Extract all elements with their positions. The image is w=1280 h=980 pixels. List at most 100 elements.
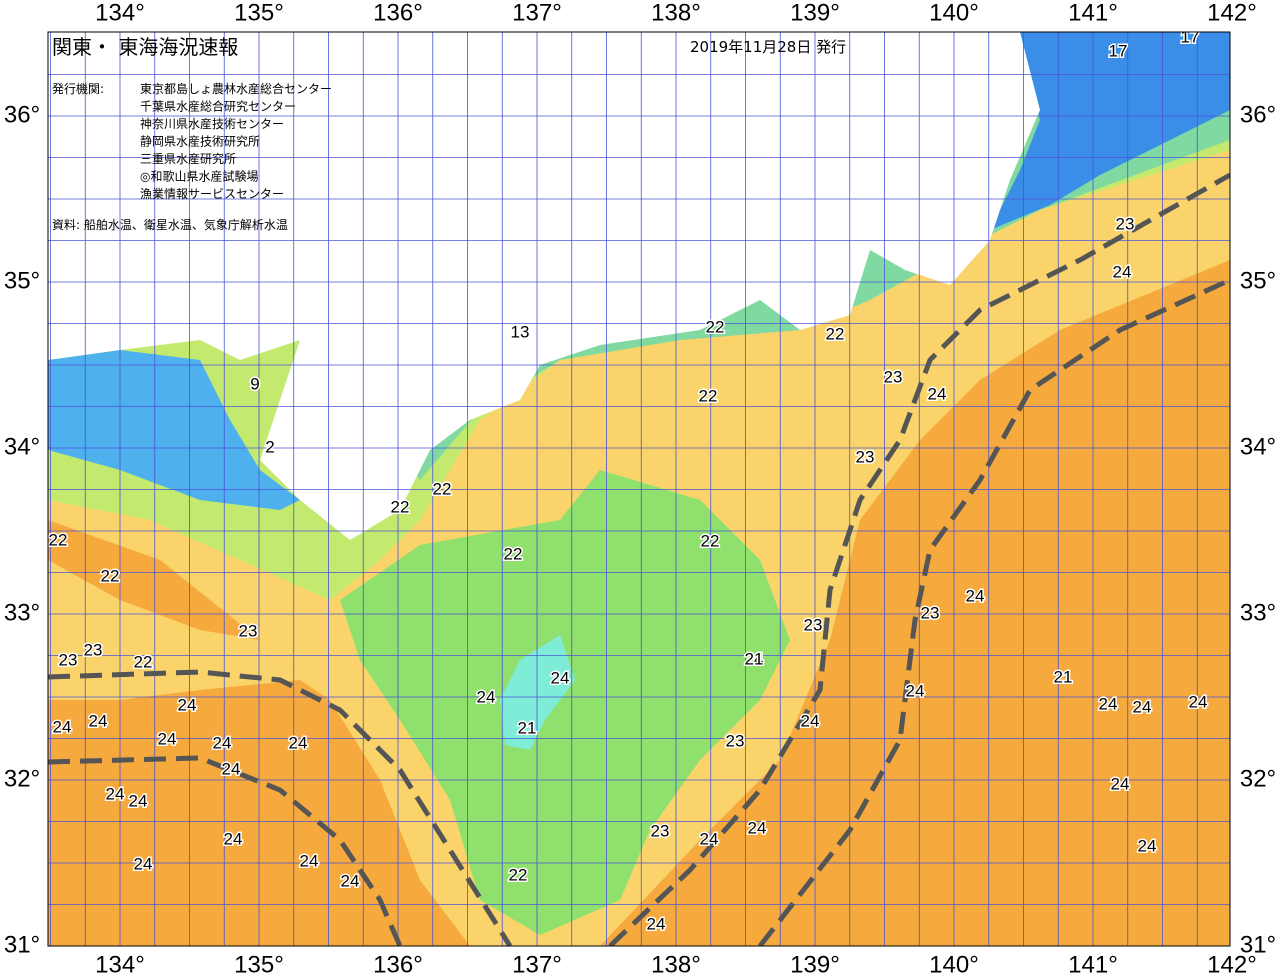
longitude-label: 138° (651, 951, 701, 978)
contour-label: 24 (341, 871, 360, 890)
grid (48, 32, 1230, 946)
axes: 134° 134° 135° 135° 136° 136° 137° 137° 138° 138°… (4, 0, 1276, 978)
contour-label: 24 (106, 784, 125, 803)
latitude-label: 32° (4, 765, 40, 792)
contour-label: 24 (53, 717, 72, 736)
longitude-label: 135° (234, 0, 284, 26)
contour-label: 17 (1109, 41, 1128, 60)
contour-label: 9 (250, 374, 259, 393)
contour-label: 21 (1054, 667, 1073, 686)
contour-label: 23 (651, 821, 670, 840)
longitude-label: 140° (929, 0, 979, 26)
land (48, 32, 1040, 540)
contour-label: 24 (477, 687, 496, 706)
longitude-label: 137° (512, 0, 562, 26)
cold-water (990, 32, 1230, 230)
contour-label: 24 (129, 791, 148, 810)
agency-list: 東京都島しょ農林水産総合センター千葉県水産総合研究センター神奈川県水産技術センタ… (140, 81, 332, 201)
contour-label: 24 (89, 711, 108, 730)
contour-label: 17 (1181, 27, 1200, 46)
longitude-label: 136° (373, 951, 423, 978)
map-frame (47, 31, 1231, 947)
current-axis (48, 669, 513, 946)
contour-label: 22 (433, 479, 452, 498)
current-axis (608, 172, 1230, 946)
central-cold-water (340, 470, 790, 935)
latitude-label: 34° (4, 433, 40, 460)
contour-label: 24 (1138, 836, 1157, 855)
latitude-label: 33° (1240, 599, 1276, 626)
mild-water (48, 560, 330, 700)
contour-label: 22 (49, 530, 68, 549)
longitude-label: 139° (790, 951, 840, 978)
latitude-label: 36° (1240, 101, 1276, 128)
agencies-label: 発行機関: (52, 81, 104, 96)
longitude-label: 138° (651, 0, 701, 26)
contour-label: 22 (134, 652, 153, 671)
contour-label: 23 (84, 640, 103, 659)
issue-date: 2019年11月28日 発行 (690, 38, 846, 56)
contour-label: 24 (289, 733, 308, 752)
contour-label: 24 (551, 668, 570, 687)
contour-label: 23 (726, 731, 745, 750)
longitude-label: 136° (373, 0, 423, 26)
contour-label: 22 (509, 865, 528, 884)
contour-label: 22 (504, 544, 523, 563)
contour-label: 24 (213, 733, 232, 752)
contour-label: 24 (224, 829, 243, 848)
longitude-label: 135° (234, 951, 284, 978)
longitude-label: 142° (1207, 951, 1257, 978)
contour-label: 24 (928, 384, 947, 403)
longitude-label: 134° (95, 0, 145, 26)
contour-label: 24 (134, 854, 153, 873)
latitude-label: 35° (4, 267, 40, 294)
contour-label: 23 (239, 621, 258, 640)
contour-label: 24 (801, 711, 820, 730)
agency: 神奈川県水産技術センター (140, 116, 284, 131)
latitude-label: 31° (1240, 931, 1276, 958)
contour-label: 23 (59, 650, 78, 669)
contour-label: 24 (222, 759, 241, 778)
agency: 東京都島しょ農林水産総合センター (140, 81, 332, 96)
contour-label: 24 (906, 681, 925, 700)
contour-label: 2 (265, 437, 274, 456)
contour-label: 24 (700, 829, 719, 848)
longitude-label: 142° (1207, 0, 1257, 26)
contour-label: 23 (1116, 214, 1135, 233)
contour-label: 22 (101, 566, 120, 585)
current-axis (48, 755, 403, 946)
contour-label: 24 (1099, 694, 1118, 713)
latitude-label: 34° (1240, 433, 1276, 460)
contour-label: 22 (391, 497, 410, 516)
contour-label: 22 (701, 531, 720, 550)
contour-label: 24 (966, 586, 985, 605)
latitude-label: 31° (4, 931, 40, 958)
cold-water (48, 350, 300, 510)
contour-label: 23 (884, 367, 903, 386)
contour-label: 24 (1133, 697, 1152, 716)
agency: 三重県水産研究所 (140, 151, 236, 166)
contour-label: 24 (158, 729, 177, 748)
map-title: 関東・ 東海海況速報 (52, 35, 238, 59)
longitude-label: 139° (790, 0, 840, 26)
contour-label: 24 (647, 914, 666, 933)
cold-core (500, 635, 575, 750)
source-note: 資料: 船舶水温、衛星水温、気象庁解析水温 (52, 217, 288, 232)
agency: 静岡県水産技術研究所 (140, 134, 260, 149)
agency: ◎和歌山県水産試験場 (140, 169, 258, 184)
latitude-label: 32° (1240, 765, 1276, 792)
longitude-label: 137° (512, 951, 562, 978)
longitude-label: 140° (929, 951, 979, 978)
contour-label: 22 (706, 317, 725, 336)
contour-label: 24 (748, 818, 767, 837)
contour-label: 21 (745, 649, 764, 668)
contour-label: 24 (1111, 774, 1130, 793)
contour-label: 24 (300, 851, 319, 870)
contour-label: 24 (745, 649, 764, 668)
agency: 漁業情報サービスセンター (140, 187, 284, 201)
contour-label: 23 (804, 615, 823, 634)
